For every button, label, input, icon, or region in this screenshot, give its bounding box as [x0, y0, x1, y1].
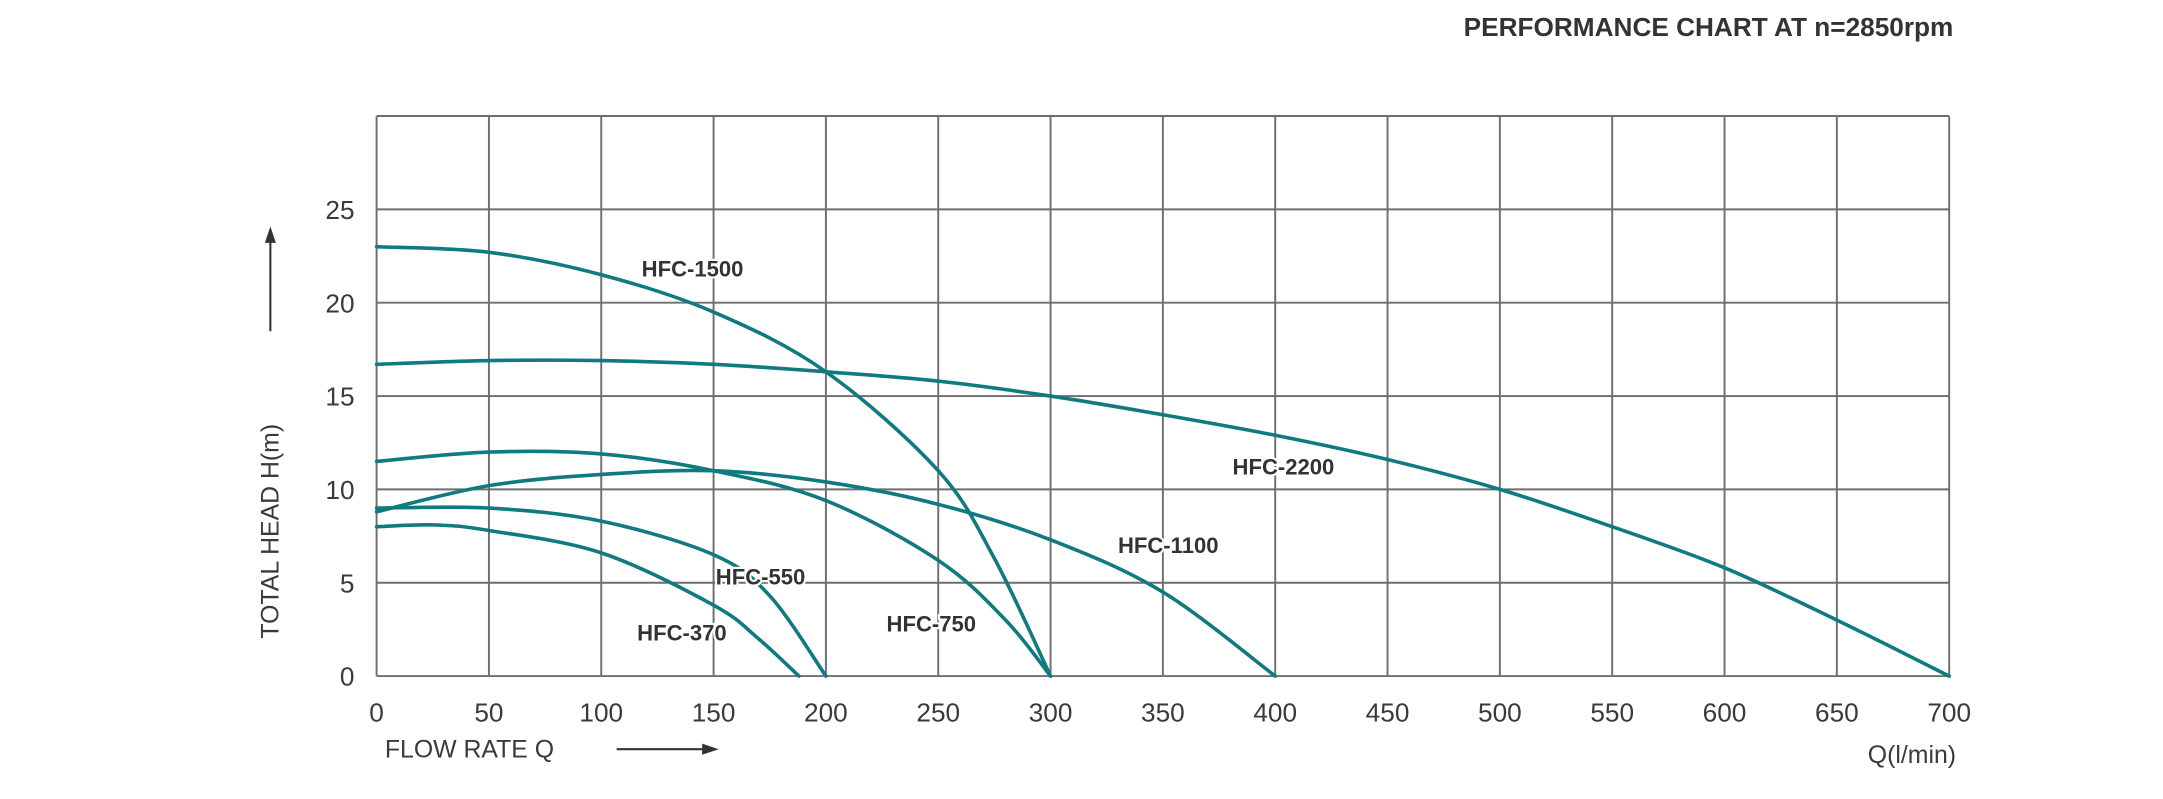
series-label-hfc-750: HFC-750 [887, 611, 977, 636]
x-tick-label: 0 [369, 698, 384, 728]
x-tick-label: 500 [1478, 698, 1522, 728]
y-axis-arrow-icon [264, 226, 276, 332]
series-label-hfc-1500: HFC-1500 [642, 257, 744, 282]
y-tick-label: 5 [340, 568, 355, 598]
x-tick-label: 700 [1927, 698, 1971, 728]
curve-hfc-1100 [374, 468, 1278, 678]
x-tick-label: 200 [804, 698, 848, 728]
series-label-hfc-2200: HFC-2200 [1233, 454, 1335, 479]
x-tick-label: 550 [1590, 698, 1634, 728]
x-tick-label: 450 [1366, 698, 1410, 728]
series-labels: HFC-1500 HFC-2200 HFC-1100 HFC-750 HFC-550 HF… [635, 255, 1336, 648]
y-tick-label: 15 [325, 382, 354, 412]
grid [375, 115, 1951, 678]
x-tick-label: 150 [692, 698, 736, 728]
y-tick-label: 20 [325, 288, 354, 318]
x-tick-label: 650 [1815, 698, 1859, 728]
curve-hfc-1500 [374, 244, 1053, 678]
x-tick-label: 350 [1141, 698, 1185, 728]
series-label-hfc-370: HFC-370 [637, 621, 727, 646]
curve-hfc-370 [374, 522, 801, 678]
curves [374, 244, 1951, 678]
x-tick-label: 250 [916, 698, 960, 728]
curve-hfc-2200 [374, 358, 1951, 678]
y-tick-labels: 0 5 10 15 20 25 [325, 195, 354, 692]
x-tick-label: 400 [1253, 698, 1297, 728]
x-axis-unit-label: Q(l/min) [1868, 742, 1956, 769]
y-tick-label: 0 [340, 662, 355, 692]
y-tick-label: 10 [325, 475, 354, 505]
curve-hfc-550 [374, 505, 828, 678]
chart-title: PERFORMANCE CHART AT n=2850rpm [1464, 12, 1954, 42]
x-axis-arrow-icon [616, 743, 719, 755]
x-axis-label: FLOW RATE Q [385, 736, 554, 763]
curve-hfc-750 [374, 449, 1053, 678]
x-tick-label: 100 [579, 698, 623, 728]
y-tick-label: 25 [325, 195, 354, 225]
x-tick-label: 600 [1703, 698, 1747, 728]
x-tick-labels: 0 50 100 150 200 250 300 350 400 450 500 550 600 650 7… [369, 698, 1971, 728]
series-label-hfc-550: HFC-550 [716, 565, 806, 590]
y-axis-label: TOTAL HEAD H(m) [258, 424, 285, 639]
x-tick-label: 300 [1029, 698, 1073, 728]
series-label-hfc-1100: HFC-1100 [1118, 533, 1219, 558]
x-tick-label: 50 [474, 698, 503, 728]
